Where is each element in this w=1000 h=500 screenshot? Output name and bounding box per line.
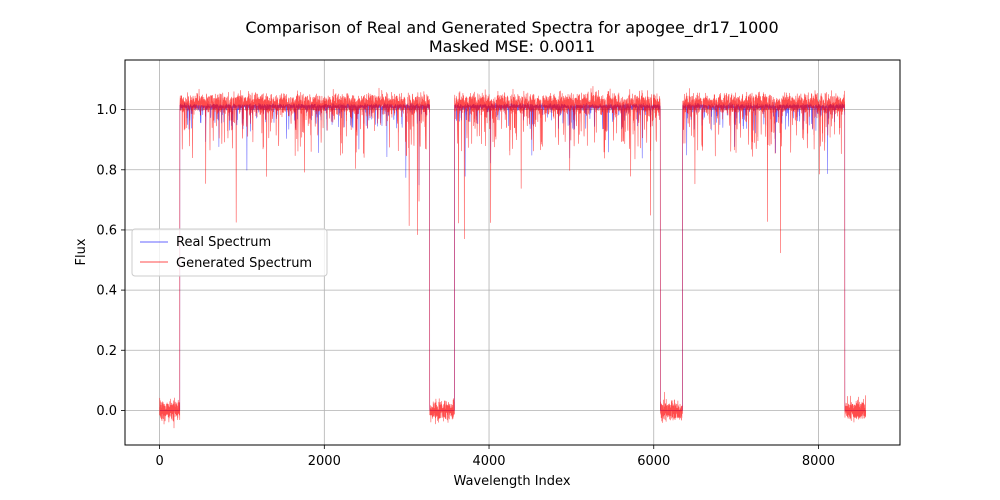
legend: Real Spectrum Generated Spectrum bbox=[131, 228, 328, 277]
plot-frame bbox=[124, 59, 901, 446]
legend-label-generated: Generated Spectrum bbox=[176, 256, 312, 271]
chart-title: Comparison of Real and Generated Spectra… bbox=[245, 18, 778, 38]
x-tick-label: 0 bbox=[155, 454, 163, 469]
y-tick-label: 1.0 bbox=[96, 103, 117, 118]
y-axis-label: Flux bbox=[74, 238, 89, 265]
y-tick-label: 0.6 bbox=[96, 223, 117, 238]
x-tick-label: 2000 bbox=[308, 454, 341, 469]
y-tick-label: 0.2 bbox=[96, 344, 117, 359]
legend-label-real: Real Spectrum bbox=[176, 235, 271, 250]
y-tick-label: 0.8 bbox=[96, 163, 117, 178]
y-tick-label: 0.0 bbox=[96, 404, 117, 419]
y-tick-label: 0.4 bbox=[96, 284, 117, 299]
x-tick-label: 4000 bbox=[472, 454, 505, 469]
axis-ticks: 0 2000 4000 6000 8000 0.0 0.2 0.4 0.6 0.8 1.0 bbox=[96, 103, 835, 469]
chart-subtitle: Masked MSE: 0.0011 bbox=[429, 37, 595, 56]
generated-spectrum-line bbox=[159, 86, 867, 429]
x-tick-label: 6000 bbox=[637, 454, 670, 469]
legend-box bbox=[131, 228, 328, 277]
x-axis-label: Wavelength Index bbox=[453, 474, 570, 489]
x-tick-label: 8000 bbox=[802, 454, 835, 469]
series-lines bbox=[159, 86, 867, 429]
